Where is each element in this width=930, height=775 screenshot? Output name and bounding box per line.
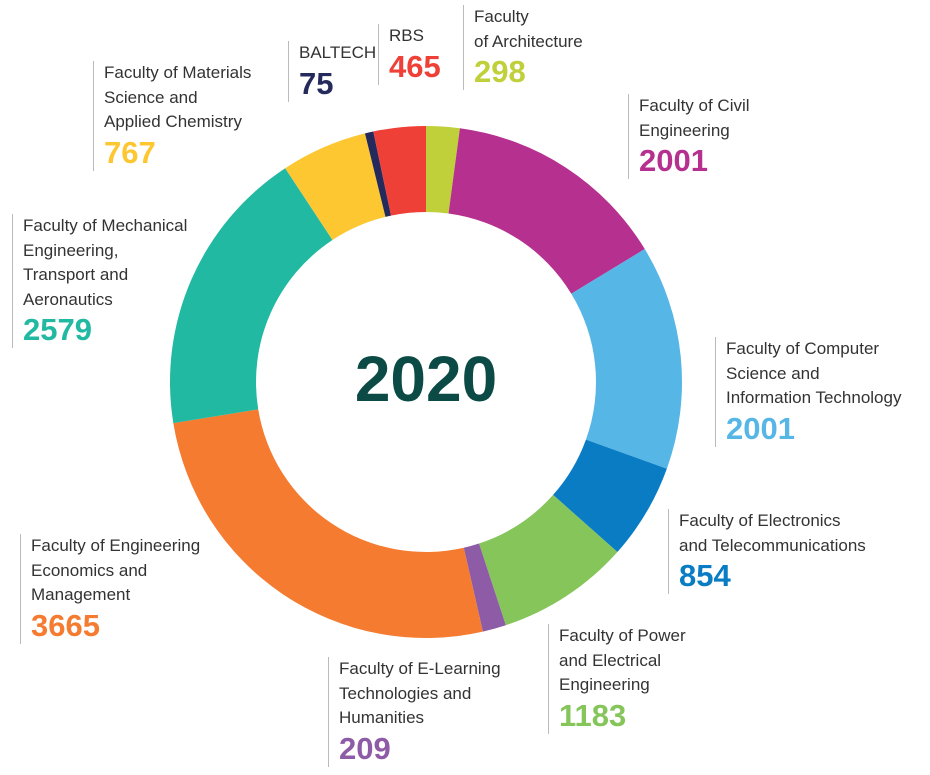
donut-slice <box>553 439 667 553</box>
slice-name: Faculty of Computer Science and Informat… <box>726 339 902 407</box>
slice-label: BALTECH 75 <box>288 41 376 102</box>
donut-slice <box>463 543 506 632</box>
slice-value: 2001 <box>639 143 708 178</box>
slice-name: Faculty of Engineering Economics and Man… <box>31 536 201 604</box>
slice-value: 854 <box>679 558 731 593</box>
slice-label: Faculty of Mechanical Engineering, Trans… <box>12 214 187 348</box>
donut-slice <box>426 126 460 214</box>
slice-value: 2001 <box>726 410 795 446</box>
donut-slice <box>173 409 483 638</box>
slice-name: Faculty of Civil Engineering <box>639 96 750 140</box>
slice-label: Faculty of Materials Science and Applied… <box>93 61 251 171</box>
slice-label: RBS 465 <box>378 24 441 85</box>
slice-label: Faculty of Computer Science and Informat… <box>715 337 901 447</box>
slice-value: 209 <box>339 730 391 766</box>
donut-slice <box>571 249 682 469</box>
slice-label: Faculty of Engineering Economics and Man… <box>20 534 200 644</box>
slice-label: Faculty of E-Learning Technologies and H… <box>328 657 501 767</box>
donut-slice <box>373 126 426 216</box>
slice-name: BALTECH <box>299 43 377 62</box>
donut-slice <box>448 128 645 294</box>
slice-name: Faculty of Electronics and Telecommunica… <box>679 511 866 555</box>
slice-value: 298 <box>474 54 526 89</box>
donut-slice <box>364 131 392 217</box>
slice-name: Faculty of Power and Electrical Engineer… <box>559 626 686 694</box>
slice-value: 1183 <box>559 697 627 733</box>
slice-value: 75 <box>299 65 334 101</box>
slice-value: 3665 <box>31 607 100 643</box>
donut-slice <box>479 494 618 626</box>
slice-label: Faculty of Civil Engineering 2001 <box>628 94 750 179</box>
slice-name: Faculty of Architecture <box>474 7 583 51</box>
slice-value: 2579 <box>23 312 92 347</box>
slice-value: 465 <box>389 48 441 84</box>
slice-label: Faculty of Electronics and Telecommunica… <box>668 509 866 594</box>
slice-name: Faculty of Materials Science and Applied… <box>104 63 252 131</box>
donut-slice <box>170 168 333 424</box>
slice-label: Faculty of Power and Electrical Engineer… <box>548 624 686 734</box>
slice-name: RBS <box>389 26 424 45</box>
slice-value: 767 <box>104 134 156 170</box>
donut-slice <box>285 133 386 241</box>
slice-name: Faculty of Mechanical Engineering, Trans… <box>23 216 188 309</box>
slice-name: Faculty of E-Learning Technologies and H… <box>339 659 501 727</box>
center-label: 2020 <box>355 343 497 415</box>
slice-label: Faculty of Architecture 298 <box>463 5 583 90</box>
